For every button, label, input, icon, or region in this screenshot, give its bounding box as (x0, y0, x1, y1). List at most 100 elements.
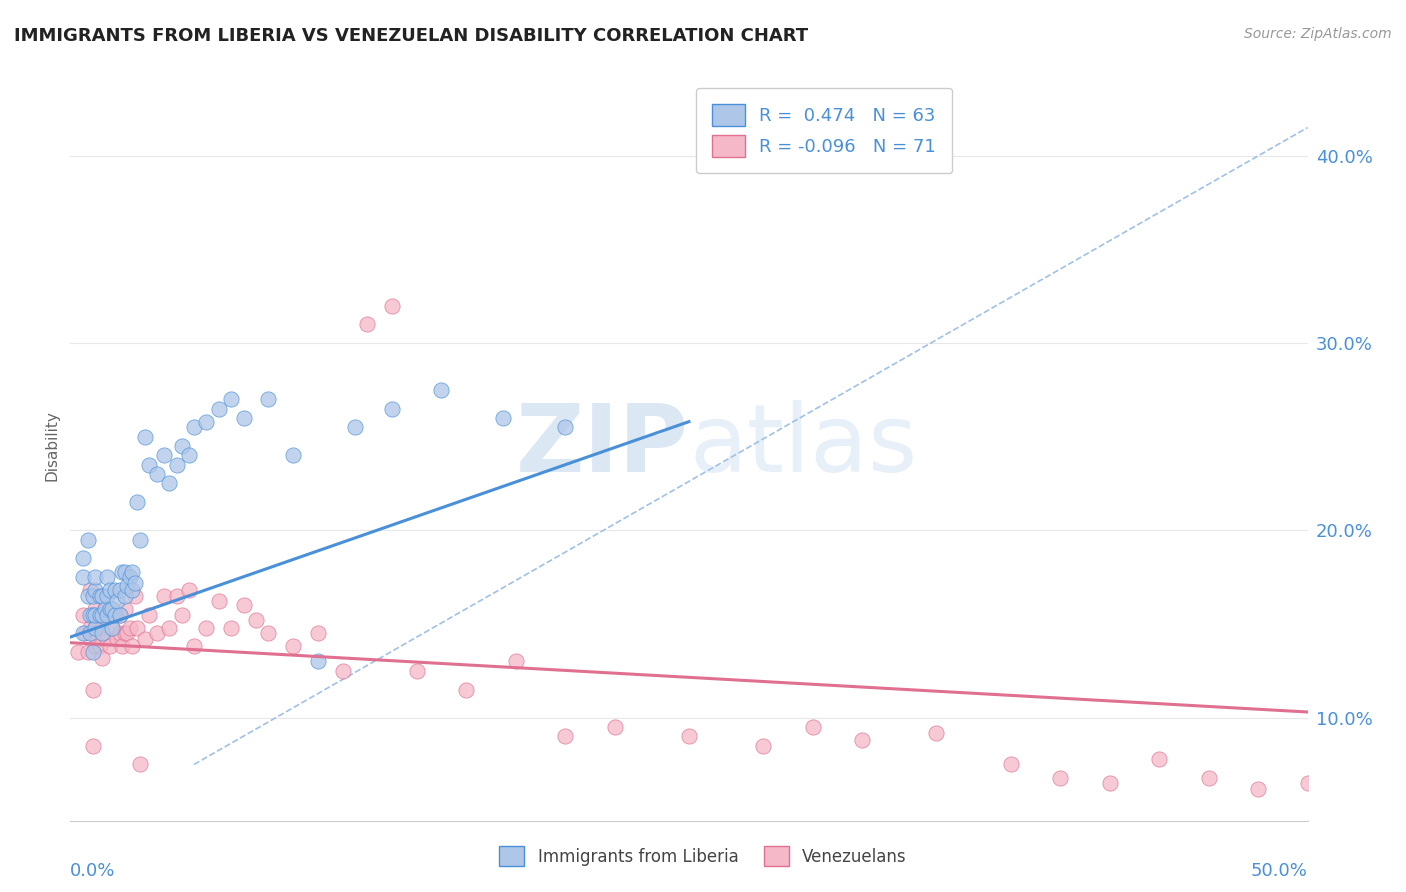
Point (1296, 776, 1319, 790)
Point (456, 682, 478, 697)
Point (752, 739, 775, 753)
Point (232, 410, 254, 425)
Point (114, 626, 136, 640)
Point (166, 589, 188, 603)
Point (332, 664, 354, 678)
Point (79, 607, 101, 622)
Text: atlas: atlas (689, 400, 917, 492)
Point (121, 640, 143, 654)
Point (124, 589, 146, 603)
Point (91, 626, 114, 640)
Point (138, 458, 160, 472)
Point (82, 682, 104, 697)
Point (121, 583, 143, 598)
Point (603, 720, 626, 734)
Point (84, 602, 107, 616)
Point (554, 730, 576, 744)
Point (94, 602, 117, 616)
Point (1247, 781, 1270, 796)
Y-axis label: Disability: Disability (44, 410, 59, 482)
Point (96, 589, 118, 603)
Point (153, 449, 176, 463)
Point (118, 570, 141, 584)
Point (98, 640, 121, 654)
Point (134, 430, 156, 444)
Point (91, 621, 114, 635)
Point (89, 589, 111, 603)
Point (307, 626, 329, 640)
Point (801, 720, 824, 734)
Point (1147, 752, 1170, 766)
Point (115, 580, 138, 594)
Point (405, 664, 427, 678)
Point (84, 583, 107, 598)
Point (177, 583, 200, 598)
Text: Source: ZipAtlas.com: Source: ZipAtlas.com (1244, 27, 1392, 41)
Point (257, 392, 280, 407)
Point (115, 626, 138, 640)
Point (356, 318, 378, 332)
Point (96, 607, 118, 622)
Point (84, 570, 107, 584)
Point (195, 415, 218, 429)
Point (111, 640, 134, 654)
Point (925, 725, 948, 739)
Text: ZIP: ZIP (516, 400, 689, 492)
Point (128, 757, 150, 772)
Point (121, 565, 143, 579)
Point (183, 420, 205, 434)
Point (208, 594, 231, 608)
Point (105, 594, 128, 608)
Point (79, 626, 101, 640)
Point (381, 298, 404, 313)
Point (138, 607, 160, 622)
Point (127, 621, 149, 635)
Point (851, 733, 873, 747)
Point (166, 458, 188, 472)
Point (105, 632, 128, 646)
Point (82, 645, 104, 659)
Point (66, 645, 89, 659)
Legend: R =  0.474   N = 63, R = -0.096   N = 71: R = 0.474 N = 63, R = -0.096 N = 71 (696, 88, 952, 173)
Point (505, 655, 527, 669)
Text: 0.0%: 0.0% (70, 862, 115, 880)
Point (76, 589, 98, 603)
Point (104, 583, 127, 598)
Point (219, 392, 242, 407)
Point (245, 613, 267, 627)
Point (554, 420, 576, 434)
Point (89, 640, 111, 654)
Point (98, 602, 121, 616)
Point (79, 583, 101, 598)
Point (127, 495, 149, 509)
Point (153, 589, 176, 603)
Point (157, 476, 180, 491)
Point (146, 467, 169, 482)
Point (111, 565, 134, 579)
Point (91, 650, 114, 665)
Point (72, 570, 94, 584)
Point (1198, 771, 1220, 785)
Text: 50.0%: 50.0% (1251, 862, 1308, 880)
Point (75, 626, 97, 640)
Point (108, 607, 131, 622)
Point (134, 632, 156, 646)
Point (170, 439, 193, 453)
Point (1000, 757, 1022, 772)
Point (94, 602, 117, 616)
Point (76, 533, 98, 547)
Point (381, 401, 404, 416)
Point (98, 583, 121, 598)
Point (170, 607, 193, 622)
Point (114, 565, 136, 579)
Point (1098, 776, 1121, 790)
Point (101, 621, 124, 635)
Point (108, 583, 131, 598)
Point (232, 599, 254, 613)
Legend: Immigrants from Liberia, Venezuelans: Immigrants from Liberia, Venezuelans (491, 838, 915, 875)
Point (76, 645, 98, 659)
Point (128, 533, 150, 547)
Point (89, 607, 111, 622)
Point (157, 621, 180, 635)
Point (430, 383, 453, 397)
